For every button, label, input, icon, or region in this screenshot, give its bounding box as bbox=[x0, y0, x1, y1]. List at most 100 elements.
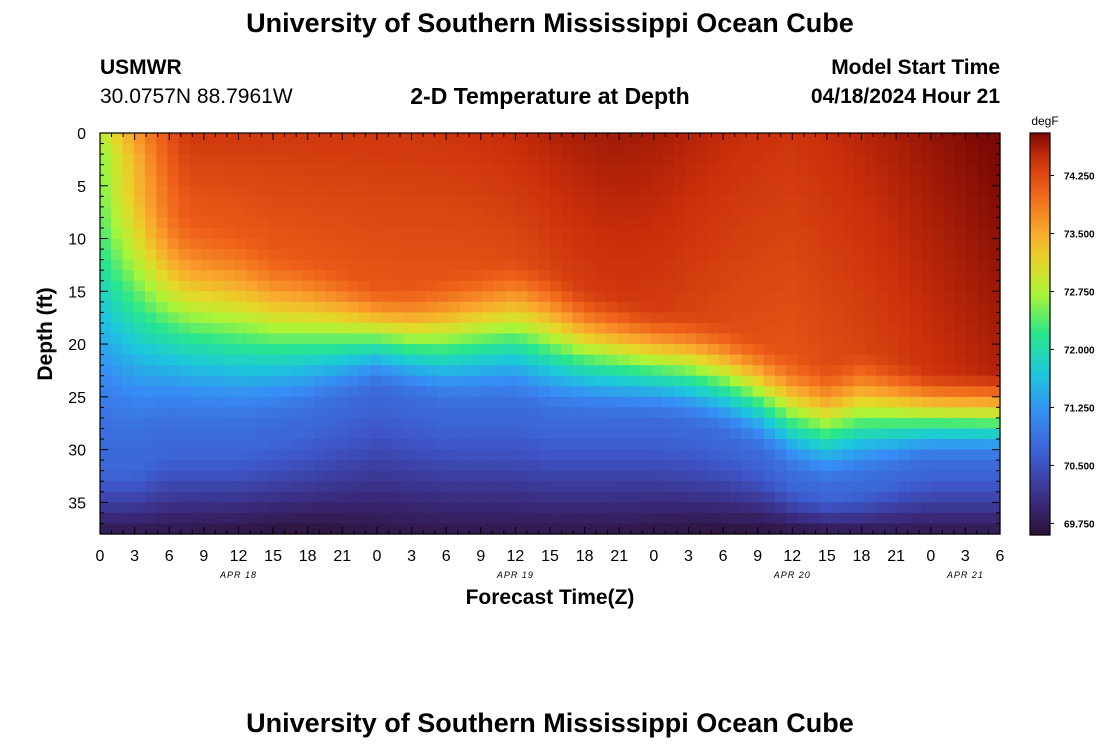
heatmap-cell bbox=[955, 523, 967, 535]
heatmap-cell bbox=[336, 375, 349, 387]
heatmap-cell bbox=[673, 439, 686, 451]
heatmap-cell bbox=[887, 322, 900, 335]
heatmap-cell bbox=[347, 206, 360, 219]
heatmap-cell bbox=[167, 217, 180, 229]
heatmap-cell bbox=[111, 417, 124, 430]
heatmap-cell bbox=[133, 460, 146, 472]
heatmap-cell bbox=[392, 333, 405, 345]
heatmap-cell bbox=[808, 143, 821, 155]
heatmap-cell bbox=[167, 491, 180, 503]
heatmap-cell bbox=[606, 449, 619, 461]
heatmap-cell bbox=[471, 133, 484, 145]
heatmap-cell bbox=[943, 417, 956, 430]
heatmap-cell bbox=[392, 460, 405, 472]
heatmap-cell bbox=[122, 196, 135, 208]
heatmap-cell bbox=[921, 185, 934, 197]
heatmap-cell bbox=[235, 322, 247, 335]
heatmap-cell bbox=[685, 270, 697, 282]
heatmap-cell bbox=[527, 428, 540, 440]
heatmap-cell bbox=[910, 196, 922, 208]
heatmap-cell bbox=[381, 333, 394, 345]
heatmap-cell bbox=[448, 206, 461, 219]
heatmap-cell bbox=[291, 143, 304, 155]
heatmap-cell bbox=[966, 354, 979, 366]
heatmap-cell bbox=[775, 491, 787, 503]
heatmap-cell bbox=[347, 512, 360, 525]
heatmap-cell bbox=[808, 280, 821, 292]
heatmap-cell bbox=[741, 502, 754, 514]
heatmap-cell bbox=[606, 259, 619, 271]
heatmap-cell bbox=[482, 322, 495, 335]
heatmap-cell bbox=[898, 470, 911, 482]
heatmap-cell bbox=[493, 206, 506, 219]
heatmap-cell bbox=[606, 512, 619, 525]
heatmap-cell bbox=[921, 154, 934, 166]
heatmap-cell bbox=[797, 386, 810, 398]
heatmap-cell bbox=[988, 227, 1001, 240]
heatmap-cell bbox=[156, 249, 169, 261]
heatmap-cell bbox=[471, 523, 484, 535]
heatmap-cell bbox=[347, 386, 360, 398]
heatmap-cell bbox=[673, 196, 686, 208]
heatmap-cell bbox=[100, 375, 112, 387]
heatmap-cell bbox=[831, 386, 844, 398]
heatmap-cell bbox=[426, 460, 439, 472]
heatmap-cell bbox=[246, 354, 259, 366]
heatmap-cell bbox=[865, 470, 877, 482]
heatmap-cell bbox=[685, 312, 697, 324]
heatmap-cell bbox=[235, 270, 247, 282]
heatmap-cell bbox=[201, 175, 214, 187]
heatmap-cell bbox=[966, 196, 979, 208]
heatmap-cell bbox=[111, 460, 124, 472]
heatmap-cell bbox=[572, 460, 585, 472]
heatmap-cell bbox=[966, 154, 979, 166]
heatmap-cell bbox=[190, 333, 202, 345]
heatmap-cell bbox=[583, 143, 596, 155]
heatmap-cell bbox=[583, 365, 596, 377]
heatmap-cell bbox=[471, 291, 484, 303]
heatmap-cell bbox=[763, 322, 776, 335]
heatmap-cell bbox=[415, 322, 427, 335]
heatmap-cell bbox=[212, 249, 225, 261]
heatmap-cell bbox=[313, 407, 326, 419]
heatmap-cell bbox=[471, 428, 484, 440]
heatmap-cell bbox=[707, 238, 720, 250]
heatmap-cell bbox=[640, 238, 652, 250]
heatmap-cell bbox=[583, 396, 596, 408]
heatmap-cell bbox=[381, 470, 394, 482]
heatmap-cell bbox=[876, 185, 889, 197]
heatmap-cell bbox=[527, 365, 540, 377]
heatmap-cell bbox=[966, 259, 979, 271]
heatmap-cell bbox=[347, 291, 360, 303]
heatmap-cell bbox=[370, 407, 382, 419]
heatmap-cell bbox=[696, 238, 709, 250]
heatmap-cell bbox=[741, 312, 754, 324]
heatmap-cell bbox=[662, 386, 675, 398]
heatmap-cell bbox=[111, 217, 124, 229]
heatmap-cell bbox=[752, 481, 765, 493]
heatmap-cell bbox=[516, 396, 529, 408]
heatmap-cell bbox=[527, 375, 540, 387]
heatmap-cell bbox=[977, 270, 990, 282]
heatmap-cell bbox=[898, 439, 911, 451]
heatmap-cell bbox=[190, 523, 202, 535]
heatmap-cell bbox=[201, 259, 214, 271]
heatmap-cell bbox=[212, 439, 225, 451]
heatmap-cell bbox=[696, 185, 709, 197]
heatmap-cell bbox=[122, 344, 135, 356]
heatmap-cell bbox=[898, 407, 911, 419]
heatmap-cell bbox=[538, 396, 551, 408]
heatmap-cell bbox=[966, 523, 979, 535]
heatmap-cell bbox=[932, 259, 945, 271]
heatmap-cell bbox=[505, 291, 517, 303]
heatmap-cell bbox=[943, 502, 956, 514]
heatmap-cell bbox=[887, 217, 900, 229]
heatmap-cell bbox=[820, 217, 832, 229]
heatmap-cell bbox=[966, 133, 979, 145]
heatmap-cell bbox=[111, 206, 124, 219]
heatmap-cell bbox=[212, 428, 225, 440]
heatmap-cell bbox=[966, 365, 979, 377]
heatmap-cell bbox=[910, 365, 922, 377]
heatmap-cell bbox=[516, 227, 529, 240]
heatmap-cell bbox=[145, 196, 157, 208]
